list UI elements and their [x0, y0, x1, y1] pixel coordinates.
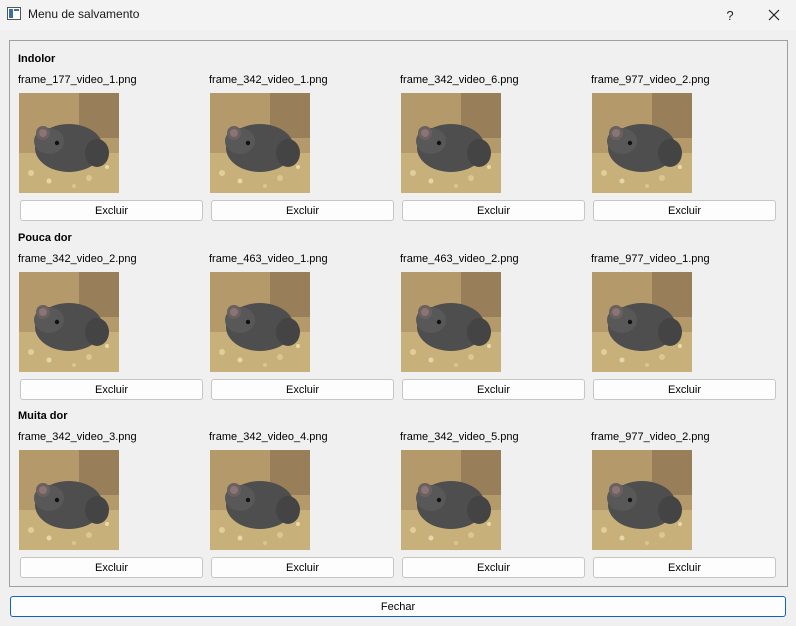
frame-thumbnail — [210, 272, 310, 372]
title-bar: Menu de salvamento ? — [0, 0, 796, 30]
window-title: Menu de salvamento — [28, 7, 140, 21]
frame-thumbnail — [592, 93, 692, 193]
frame-filename: frame_977_video_2.png — [591, 74, 710, 86]
section-title-muita-dor: Muita dor — [18, 410, 68, 422]
frame-filename: frame_342_video_1.png — [209, 74, 328, 86]
app-window-icon — [7, 7, 21, 20]
delete-frame-button[interactable]: Excluir — [20, 557, 203, 578]
frame-filename: frame_177_video_1.png — [18, 74, 137, 86]
frame-filename: frame_977_video_2.png — [591, 431, 710, 443]
frame-thumbnail — [401, 272, 501, 372]
delete-frame-button[interactable]: Excluir — [20, 200, 203, 221]
delete-frame-button[interactable]: Excluir — [20, 379, 203, 400]
frame-thumbnail — [19, 272, 119, 372]
frame-thumbnail — [210, 450, 310, 550]
frame-filename: frame_342_video_5.png — [400, 431, 519, 443]
frame-filename: frame_342_video_6.png — [400, 74, 519, 86]
window-close-button[interactable] — [752, 0, 796, 30]
delete-frame-button[interactable]: Excluir — [402, 200, 585, 221]
delete-frame-button[interactable]: Excluir — [593, 200, 776, 221]
delete-frame-button[interactable]: Excluir — [402, 379, 585, 400]
frame-filename: frame_342_video_2.png — [18, 253, 137, 265]
close-dialog-button[interactable]: Fechar — [10, 596, 786, 617]
frame-thumbnail — [401, 450, 501, 550]
frame-filename: frame_342_video_4.png — [209, 431, 328, 443]
delete-frame-button[interactable]: Excluir — [402, 557, 585, 578]
frame-thumbnail — [19, 93, 119, 193]
frame-filename: frame_342_video_3.png — [18, 431, 137, 443]
frame-thumbnail — [401, 93, 501, 193]
delete-frame-button[interactable]: Excluir — [211, 557, 394, 578]
close-icon — [768, 9, 780, 21]
frame-filename: frame_977_video_1.png — [591, 253, 710, 265]
frame-filename: frame_463_video_2.png — [400, 253, 519, 265]
frame-thumbnail — [19, 450, 119, 550]
frame-thumbnail — [592, 450, 692, 550]
help-button[interactable]: ? — [726, 7, 734, 23]
delete-frame-button[interactable]: Excluir — [211, 379, 394, 400]
section-title-indolor: Indolor — [18, 53, 56, 65]
delete-frame-button[interactable]: Excluir — [593, 557, 776, 578]
section-title-pouca-dor: Pouca dor — [18, 232, 72, 244]
frame-thumbnail — [210, 93, 310, 193]
delete-frame-button[interactable]: Excluir — [211, 200, 394, 221]
frame-thumbnail — [592, 272, 692, 372]
delete-frame-button[interactable]: Excluir — [593, 379, 776, 400]
frame-filename: frame_463_video_1.png — [209, 253, 328, 265]
